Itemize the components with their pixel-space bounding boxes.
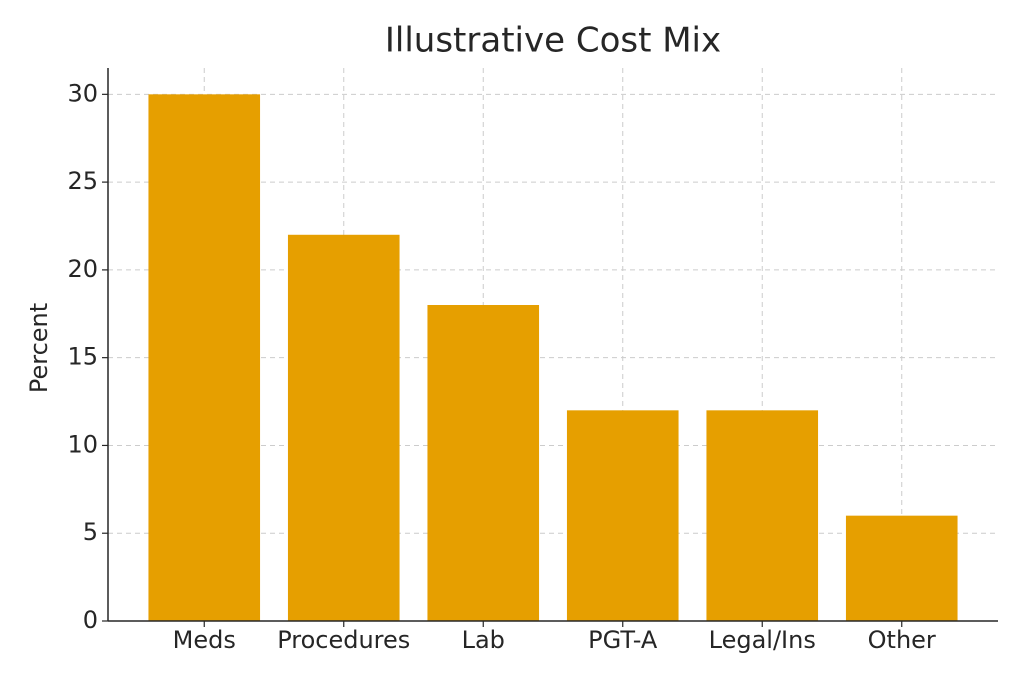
y-tick-label: 5: [83, 518, 98, 546]
x-tick-label: Procedures: [277, 626, 410, 654]
bar: [706, 410, 819, 621]
chart-title: Illustrative Cost Mix: [385, 21, 721, 61]
y-tick-label: 20: [67, 255, 98, 283]
bar: [287, 234, 400, 621]
y-tick-label: 15: [67, 343, 98, 371]
bar: [148, 94, 261, 622]
y-tick-label: 25: [67, 167, 98, 195]
x-tick-label: Other: [868, 626, 936, 654]
y-axis-label: Percent: [25, 303, 53, 393]
x-tick-label: Legal/Ins: [709, 626, 816, 654]
y-tick-label: 0: [83, 606, 98, 634]
y-tick-label: 10: [67, 430, 98, 458]
bar: [566, 410, 679, 621]
bar: [845, 515, 958, 621]
y-tick-label: 30: [67, 79, 98, 107]
x-tick-label: PGT-A: [588, 626, 658, 654]
x-tick-label: Lab: [462, 626, 505, 654]
x-tick-label: Meds: [173, 626, 236, 654]
bar: [427, 305, 540, 621]
